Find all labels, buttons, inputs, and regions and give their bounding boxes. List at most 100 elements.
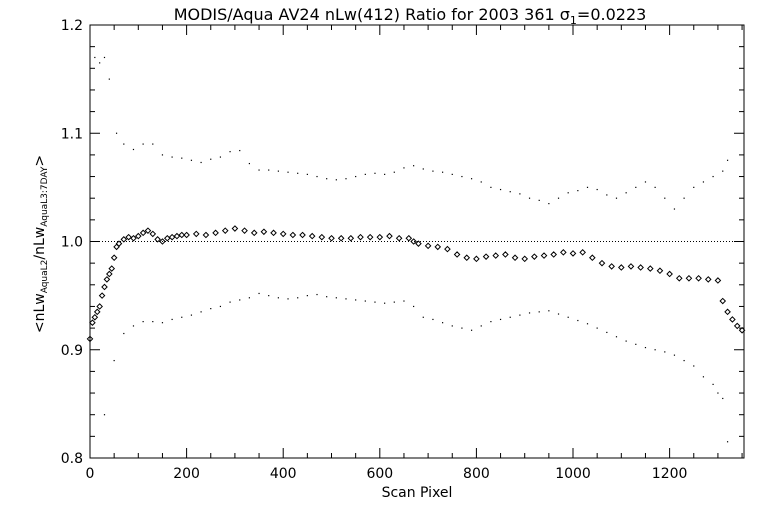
data-point — [596, 327, 598, 329]
data-point — [531, 253, 538, 260]
data-point — [482, 253, 490, 260]
data-point — [231, 225, 239, 232]
y-tick-label: 1.1 — [61, 126, 83, 142]
data-point — [103, 414, 106, 416]
data-point — [451, 325, 453, 327]
data-point — [499, 318, 502, 321]
data-point — [161, 154, 164, 156]
data-point — [644, 346, 647, 349]
data-point — [248, 162, 250, 165]
data-point — [289, 231, 297, 239]
data-point — [268, 169, 270, 171]
data-point — [374, 172, 376, 174]
data-point — [722, 170, 724, 172]
data-point — [306, 173, 308, 175]
data-point — [403, 300, 405, 302]
data-point — [499, 188, 502, 191]
x-tick-label: 1200 — [652, 466, 688, 482]
data-point — [395, 234, 403, 242]
data-point — [181, 157, 183, 159]
data-point — [627, 263, 635, 270]
data-point — [528, 312, 531, 314]
data-point — [586, 186, 589, 188]
data-point — [548, 310, 550, 312]
x-tick-label: 600 — [366, 466, 393, 482]
x-tick-label: 400 — [270, 466, 297, 482]
y-tick-label: 1.0 — [61, 235, 83, 251]
data-point — [664, 197, 666, 199]
data-point — [318, 233, 326, 241]
data-point — [470, 329, 473, 331]
data-point — [108, 78, 110, 80]
data-point — [453, 251, 461, 258]
data-point — [115, 132, 118, 134]
data-point — [154, 236, 161, 243]
data-point — [393, 171, 395, 173]
data-point — [229, 151, 231, 153]
data-point — [168, 233, 176, 241]
data-point — [586, 323, 589, 325]
data-point — [538, 199, 540, 201]
data-point — [451, 173, 453, 175]
data-point — [94, 56, 96, 59]
data-point — [190, 159, 193, 161]
chart-title: MODIS/Aqua AV24 nLw(412) Ratio for 2003 … — [174, 5, 647, 27]
data-point — [519, 314, 521, 316]
mean-ratio-series — [86, 225, 746, 343]
data-point — [666, 270, 673, 278]
data-point — [712, 383, 714, 385]
data-point — [171, 156, 173, 158]
data-point — [502, 251, 509, 258]
data-point — [683, 359, 685, 362]
data-point — [413, 165, 415, 167]
data-point — [480, 325, 482, 327]
data-point — [463, 254, 471, 262]
data-point — [729, 316, 736, 323]
data-point — [115, 240, 123, 247]
data-point — [480, 181, 482, 183]
data-point — [306, 295, 308, 297]
data-point — [190, 314, 193, 316]
data-point — [521, 255, 529, 263]
data-point — [241, 227, 248, 234]
data-point — [461, 327, 463, 329]
data-point — [91, 313, 99, 321]
data-point — [239, 299, 241, 301]
y-tick-label: 0.8 — [61, 451, 83, 467]
data-point — [509, 316, 511, 318]
y-tick-label: 0.9 — [61, 343, 83, 359]
data-point — [297, 172, 299, 174]
data-point — [717, 392, 719, 394]
data-point — [335, 297, 337, 299]
data-point — [161, 322, 164, 324]
data-point — [103, 56, 106, 59]
data-point — [625, 192, 627, 194]
data-point — [99, 62, 101, 64]
data-point — [270, 229, 277, 237]
data-point — [415, 240, 422, 247]
data-point — [528, 197, 531, 199]
data-point — [287, 171, 289, 173]
x-tick-label: 1000 — [555, 466, 591, 482]
data-point — [490, 186, 492, 188]
data-point — [693, 365, 695, 367]
data-point — [200, 161, 202, 164]
data-point — [577, 190, 579, 192]
x-axis-title: Scan Pixel — [382, 485, 453, 501]
data-point — [210, 308, 212, 310]
data-point — [299, 231, 306, 239]
series-layer — [86, 56, 746, 443]
data-point — [210, 158, 212, 160]
data-point — [434, 243, 442, 251]
data-point — [726, 441, 729, 443]
data-point — [277, 297, 279, 299]
data-point — [405, 234, 413, 242]
data-point — [441, 171, 444, 173]
data-point — [675, 274, 683, 282]
data-point — [229, 301, 231, 303]
data-point — [98, 292, 106, 299]
data-point — [473, 255, 480, 263]
data-point — [733, 322, 741, 330]
data-point — [673, 208, 676, 210]
